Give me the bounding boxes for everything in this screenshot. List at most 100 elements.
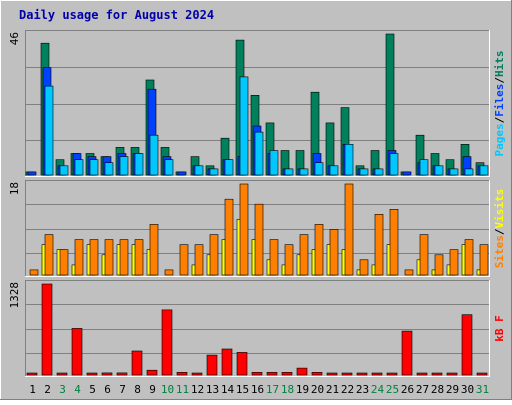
bar-sites-day-2 (44, 234, 54, 276)
legend-item-kb-f: kB F (493, 315, 506, 342)
bar-kb-f-day-16 (251, 371, 263, 376)
bar-sites-day-9 (149, 224, 159, 276)
bar-sites-day-7 (119, 239, 129, 276)
legend-item-pages: Pages (493, 123, 506, 156)
y-axis-max-label: 46 (8, 32, 21, 45)
bar-kb-f-day-12 (191, 372, 203, 376)
x-label-day-5: 5 (89, 383, 96, 396)
x-label-day-12: 12 (191, 383, 204, 396)
bar-kb-f-day-14 (221, 348, 233, 376)
chart-title: Daily usage for August 2024 (19, 8, 214, 22)
x-label-day-13: 13 (206, 383, 219, 396)
bar-sites-day-24 (374, 214, 384, 276)
bar-sites-day-27 (419, 234, 429, 276)
bar-sites-day-22 (344, 183, 354, 276)
x-axis-labels: 1 2 3 4 5 6 7 8 9 10 11 12 13 14 15 16 17 18 19 20 21 22 23 24 2… (29, 383, 489, 396)
bar-kb-f-day-27 (416, 372, 428, 376)
bar-sites-day-19 (299, 234, 309, 276)
bar-sites-day-10 (164, 269, 174, 276)
x-label-day-27: 27 (416, 383, 429, 396)
x-label-day-15: 15 (236, 383, 249, 396)
x-label-day-21: 21 (326, 383, 339, 396)
bar-kb-f-day-31 (476, 372, 488, 376)
bar-sites-day-14 (224, 198, 234, 276)
bar-pages-day-3 (59, 165, 69, 176)
y-axis-max-label: 18 (8, 182, 21, 195)
bar-sites-day-11 (179, 244, 189, 276)
bar-kb-f-day-29 (446, 372, 458, 376)
x-label-day-10: 10 (161, 383, 174, 396)
bar-files-day-11 (177, 171, 187, 176)
panel-kbytes: 1328 kB F (8, 280, 506, 377)
bar-pages-day-5 (89, 159, 99, 176)
bar-pages-day-18 (284, 168, 294, 176)
x-label-day-31: 31 (476, 383, 489, 396)
x-label-day-23: 23 (356, 383, 369, 396)
bar-kb-f-day-10 (161, 309, 173, 376)
bar-pages-day-19 (299, 168, 309, 176)
bar-pages-day-10 (164, 159, 174, 176)
x-label-day-28: 28 (431, 383, 444, 396)
bar-kb-f-day-7 (116, 372, 128, 376)
panel-visits-sites: 18 Sites/Visits (8, 180, 506, 277)
bar-files-day-26 (402, 171, 412, 176)
bar-pages-day-30 (464, 168, 474, 176)
x-label-day-2: 2 (44, 383, 51, 396)
bar-kb-f-day-9 (146, 369, 158, 376)
bar-pages-day-24 (374, 168, 384, 176)
x-label-day-3: 3 (59, 383, 66, 396)
bar-sites-day-3 (59, 249, 69, 276)
x-label-day-14: 14 (221, 383, 235, 396)
bar-sites-day-20 (314, 224, 324, 276)
bar-sites-day-8 (134, 239, 144, 276)
x-label-day-22: 22 (341, 383, 354, 396)
x-label-day-24: 24 (371, 383, 385, 396)
bar-kb-f-day-8 (131, 350, 143, 376)
bar-kb-f-day-21 (326, 372, 338, 376)
bar-pages-day-31 (479, 165, 489, 176)
bar-sites-day-31 (479, 244, 489, 276)
bar-kb-f-day-4 (71, 328, 83, 376)
bar-pages-day-12 (194, 165, 204, 176)
legend-separator: / (493, 116, 506, 123)
bar-pages-day-2 (44, 85, 54, 176)
bar-sites-day-6 (104, 239, 114, 276)
bar-kb-f-day-15 (236, 352, 248, 376)
x-label-day-19: 19 (296, 383, 309, 396)
bar-pages-day-15 (239, 76, 249, 176)
legend-item-visits: Visits (493, 189, 506, 229)
bar-kb-f-day-22 (341, 372, 353, 376)
bar-pages-day-21 (329, 165, 339, 176)
bar-pages-day-7 (119, 156, 129, 176)
bar-kb-f-day-19 (296, 367, 308, 376)
bar-pages-day-17 (269, 150, 279, 176)
x-label-day-18: 18 (281, 383, 294, 396)
bar-kb-f-day-28 (431, 372, 443, 376)
bar-kb-f-day-20 (311, 371, 323, 376)
bar-pages-day-8 (134, 153, 144, 176)
bar-pages-day-9 (149, 134, 159, 176)
bar-pages-day-27 (419, 159, 429, 176)
bar-sites-day-16 (254, 203, 264, 276)
bar-sites-day-18 (284, 244, 294, 276)
bar-kb-f-day-25 (386, 372, 398, 376)
bar-sites-day-4 (74, 239, 84, 276)
panel-background (25, 280, 490, 377)
bar-sites-day-17 (269, 239, 279, 276)
bar-kb-f-day-2 (41, 283, 53, 376)
legend-item-hits: Hits (493, 51, 506, 78)
bar-kb-f-day-3 (56, 372, 68, 376)
bar-files-day-1 (27, 171, 37, 176)
bar-pages-day-6 (104, 162, 114, 176)
x-label-day-26: 26 (401, 383, 414, 396)
bar-sites-day-5 (89, 239, 99, 276)
x-label-day-8: 8 (134, 383, 141, 396)
x-label-day-1: 1 (29, 383, 36, 396)
bar-pages-day-29 (449, 168, 459, 176)
x-label-day-30: 30 (461, 383, 474, 396)
x-label-day-29: 29 (446, 383, 459, 396)
